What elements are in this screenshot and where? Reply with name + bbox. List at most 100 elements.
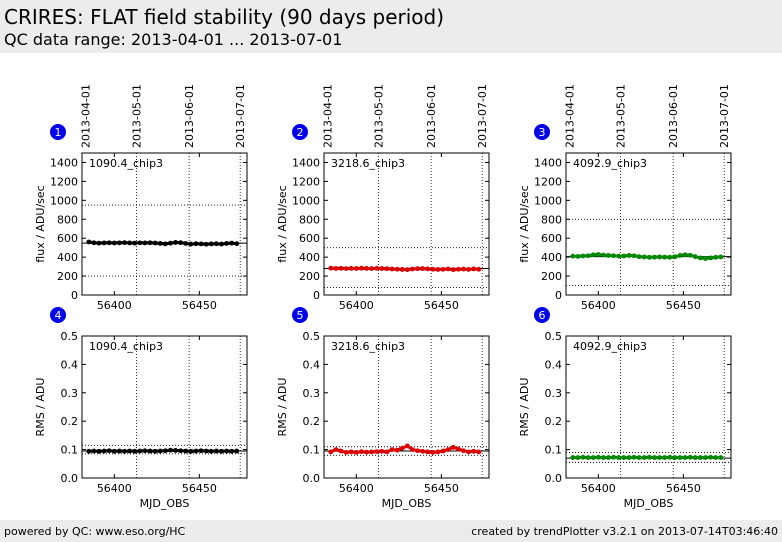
data-point (328, 265, 334, 271)
data-point (152, 448, 158, 454)
data-point (208, 448, 214, 454)
index-badge-number: 4 (55, 309, 62, 322)
y-tick-label: 0.1 (545, 444, 563, 457)
series-label: 3218.6_chip3 (331, 157, 405, 170)
data-point (91, 240, 97, 246)
y-tick-label: 1400 (534, 156, 562, 169)
y-tick-label: 1000 (292, 194, 320, 207)
data-point (703, 256, 708, 261)
date-tick-label: 2013-04-01 (321, 84, 334, 148)
data-point (208, 241, 214, 247)
data-point (229, 448, 235, 454)
data-point (445, 266, 451, 272)
data-point (198, 241, 204, 247)
y-tick-label: 1200 (292, 175, 320, 188)
series-label: 1090.4_chip3 (89, 340, 163, 353)
chart-6: 0.0 0.1 0.2 0.3 0.4 0.5 56400 56450 4092.9_chip3… (518, 307, 732, 510)
data-point (348, 265, 354, 271)
date-tick-label: 2013-07-01 (234, 84, 247, 148)
data-point (399, 445, 405, 451)
data-point (697, 255, 703, 261)
y-tick-label: 600 (299, 232, 320, 245)
data-point (435, 267, 441, 272)
index-badge (50, 124, 66, 140)
data-point (178, 448, 184, 454)
data-point (234, 241, 240, 247)
data-point (188, 241, 194, 247)
data-point (626, 253, 632, 258)
data-point (641, 254, 647, 260)
data-point (132, 240, 138, 246)
x-tick-label: 56400 (339, 482, 374, 495)
data-point (631, 253, 637, 259)
y-tick-label: 0.5 (303, 330, 321, 343)
data-point (662, 254, 668, 260)
data-point (590, 455, 596, 460)
chart-3: 0 200 400 600 800 1000 1200 1400 56400 56450 2013-… (518, 84, 732, 312)
data-point (662, 455, 668, 460)
index-badge-number: 3 (539, 126, 546, 139)
y-tick-label: 0 (555, 289, 562, 302)
data-point (410, 447, 415, 452)
y-tick-label: 0.0 (61, 472, 79, 485)
y-tick-label: 400 (299, 251, 320, 264)
x-tick-label: 56400 (339, 299, 374, 312)
data-point (213, 241, 219, 247)
data-point (652, 254, 657, 260)
data-point (359, 265, 364, 271)
data-point (389, 266, 395, 272)
data-point (466, 267, 471, 272)
data-point (384, 266, 390, 272)
series-label: 1090.4_chip3 (89, 157, 163, 170)
data-point (183, 241, 189, 246)
page-title: CRIRES: FLAT field stability (90 days pe… (4, 5, 445, 29)
footer-credit: powered by QC: www.eso.org/HC (4, 525, 186, 538)
data-point (440, 448, 446, 454)
data-point (369, 449, 375, 455)
x-tick-label: 56400 (97, 299, 132, 312)
footer-bar: powered by QC: www.eso.org/HC created by… (0, 520, 782, 542)
data-point (224, 241, 229, 246)
data-point (425, 266, 431, 272)
data-point (420, 448, 426, 454)
data-point (646, 254, 652, 260)
data-point (157, 448, 163, 454)
data-point (708, 454, 713, 460)
data-point (697, 455, 703, 460)
data-point (137, 448, 143, 454)
data-point (374, 449, 380, 454)
data-point (106, 448, 112, 454)
data-point (173, 448, 178, 453)
data-point (631, 454, 637, 460)
chart-1: 0 200 400 600 800 1000 1200 1400 56400 56450 2013-… (34, 84, 248, 312)
data-point (137, 240, 143, 246)
x-tick-label: 56400 (581, 299, 616, 312)
data-point (718, 455, 724, 460)
date-tick-label: 2013-07-01 (476, 84, 489, 148)
chart-2: 0 200 400 600 800 1000 1200 1400 56400 56450 2013-… (276, 84, 490, 312)
data-point (703, 455, 708, 460)
data-point (224, 448, 229, 454)
plot-frame (323, 152, 490, 296)
data-point (348, 449, 354, 455)
data-point (229, 240, 235, 246)
data-point (575, 455, 581, 460)
data-point (328, 449, 334, 455)
data-point (621, 253, 627, 259)
y-tick-label: 1000 (50, 194, 78, 207)
data-point (162, 448, 168, 454)
data-point (364, 265, 369, 271)
y-tick-label: 200 (299, 270, 320, 283)
data-point (338, 265, 344, 271)
data-point (364, 449, 369, 455)
data-point (343, 450, 349, 455)
data-point (455, 266, 461, 272)
data-point (168, 447, 173, 453)
data-point (682, 455, 688, 460)
index-badge-number: 2 (297, 126, 304, 139)
data-point (198, 448, 204, 454)
x-tick-label: 56450 (424, 299, 459, 312)
data-point (343, 266, 349, 271)
date-tick-label: 2013-05-01 (372, 84, 385, 148)
